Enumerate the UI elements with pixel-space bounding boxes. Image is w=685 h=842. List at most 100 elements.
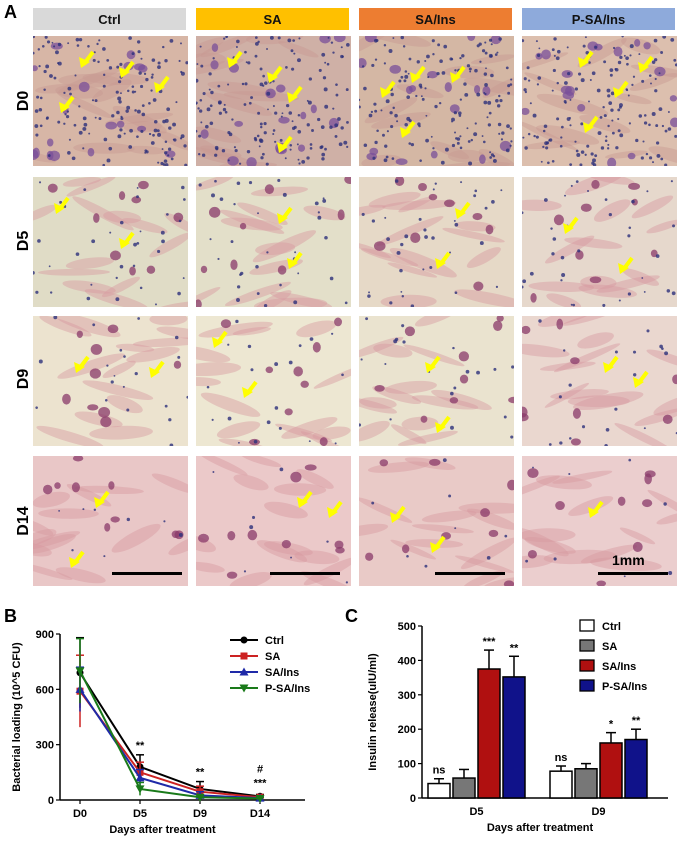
histology-image-d9-3 (359, 316, 514, 446)
legend-label: P-SA/Ins (602, 681, 647, 693)
yellow-arrow-head-icon (455, 208, 466, 219)
yellow-arrow-head-icon (74, 362, 85, 373)
scale-bar-sa-ins (435, 572, 505, 575)
data-point (195, 793, 205, 802)
yellow-arrow-head-icon (390, 512, 401, 523)
yellow-arrow-head-icon (583, 122, 594, 133)
yellow-arrow-head-icon (450, 72, 461, 83)
series-line-0 (79, 672, 261, 798)
bar-sa-d5 (452, 777, 476, 799)
yellow-arrow-head-icon (59, 102, 70, 113)
yellow-arrow-head-icon (227, 57, 238, 68)
legend-label: SA (265, 651, 280, 663)
legend-swatch (579, 619, 595, 632)
yellow-arrow-head-icon (563, 223, 574, 234)
x-tick-label: D5 (469, 806, 483, 818)
insulin-release-chart: 0 100 200 300 400 500 Insulin release(uIU/ml) D… (367, 619, 668, 834)
x-axis-label: Days after treatment (109, 824, 216, 836)
yellow-arrow-head-icon (287, 258, 298, 269)
group-header-ctrl: Ctrl (33, 8, 186, 30)
x-tick-label: D0 (73, 808, 87, 820)
significance-annotation: * (609, 719, 614, 731)
row-label-d9: D9 (15, 368, 32, 390)
histology-image-d9-2 (196, 316, 351, 446)
legend-label: SA/Ins (602, 661, 636, 673)
y-tick-label: 500 (398, 621, 416, 633)
scale-bar-sa (270, 572, 340, 575)
series-line-1 (79, 690, 261, 799)
yellow-arrow-head-icon (588, 507, 599, 518)
yellow-arrow-head-icon (430, 542, 441, 553)
yellow-arrow-head-icon (154, 82, 165, 93)
yellow-arrow-head-icon (633, 377, 644, 388)
histology-image-d9-1 (33, 316, 188, 446)
legend-swatch (579, 679, 595, 692)
yellow-arrow-head-icon (119, 67, 130, 78)
y-tick-label: 300 (36, 740, 54, 752)
panel-b-label: B (4, 606, 17, 626)
histology-image-d14-3 (359, 456, 514, 586)
significance-annotation: ns (555, 752, 568, 764)
panel-c-label: C (345, 606, 358, 626)
legend-marker (240, 652, 248, 660)
histology-image-d5-2 (196, 177, 351, 307)
significance-annotation: ** (196, 767, 205, 779)
legend-marker (239, 667, 249, 676)
x-tick-label: D5 (133, 808, 147, 820)
yellow-arrow-head-icon (54, 203, 65, 214)
panel-a-label: A (4, 2, 17, 22)
legend-label: Ctrl (265, 635, 284, 647)
yellow-arrow-head-icon (435, 422, 446, 433)
y-tick-label: 400 (398, 655, 416, 667)
legend-label: Ctrl (602, 621, 621, 633)
yellow-arrow-head-icon (119, 238, 130, 249)
row-label-d14: D14 (15, 506, 32, 536)
significance-annotation: ** (136, 740, 145, 752)
significance-annotation: ** (632, 715, 641, 727)
legend-marker (239, 684, 249, 693)
histology-image-d0-2 (196, 36, 351, 166)
bar-sa-ins-d9 (599, 742, 623, 799)
x-tick-label: D9 (193, 808, 207, 820)
histology-image-d5-1 (33, 177, 188, 307)
data-point (135, 785, 145, 794)
legend-marker (240, 636, 248, 644)
bar-ctrl-d9 (549, 770, 573, 799)
bar-ctrl-d5 (427, 782, 451, 799)
yellow-arrow-head-icon (277, 213, 288, 224)
bacterial-loading-chart: 0 300 600 900 D0 D5 D9 D14 Days after treatment B… (11, 629, 310, 836)
scale-bar-ctrl (112, 572, 182, 575)
y-axis-label: Insulin release(uIU/ml) (367, 653, 379, 771)
yellow-arrow-head-icon (297, 497, 308, 508)
bar-p-sa-ins-d9 (624, 738, 648, 799)
bar-p-sa-ins-d5 (502, 676, 526, 799)
yellow-arrow-head-icon (69, 557, 80, 568)
bar-sa-ins-d5 (477, 668, 501, 799)
y-axis-label: Bacterial loading (10^5 CFU) (11, 642, 23, 792)
histology-image-d5-3 (359, 177, 514, 307)
y-tick-label: 0 (48, 795, 54, 807)
series-line-3 (79, 670, 261, 800)
yellow-arrow-head-icon (287, 92, 298, 103)
yellow-arrow-head-icon (149, 367, 160, 378)
histology-image-d0-4 (522, 36, 677, 166)
group-header-p-sa-ins: P-SA/Ins (522, 8, 675, 30)
histology-image-d0-1 (33, 36, 188, 166)
yellow-arrow-head-icon (327, 507, 338, 518)
legend-label: P-SA/Ins (265, 683, 310, 695)
x-tick-label: D14 (250, 808, 271, 820)
scale-bar-p-sa-ins (598, 572, 668, 575)
legend-swatch (579, 659, 595, 672)
y-tick-label: 300 (398, 690, 416, 702)
histology-image-d14-4 (522, 456, 677, 586)
group-header-sa: SA (196, 8, 349, 30)
yellow-arrow-head-icon (613, 87, 624, 98)
yellow-arrow-head-icon (79, 57, 90, 68)
y-tick-label: 600 (36, 684, 54, 696)
data-point (255, 795, 265, 804)
group-header-sa-ins: SA/Ins (359, 8, 512, 30)
significance-annotation: ** (510, 642, 519, 654)
yellow-arrow-head-icon (277, 142, 288, 153)
series-line-2 (79, 688, 261, 800)
significance-annotation: *** (254, 777, 268, 789)
